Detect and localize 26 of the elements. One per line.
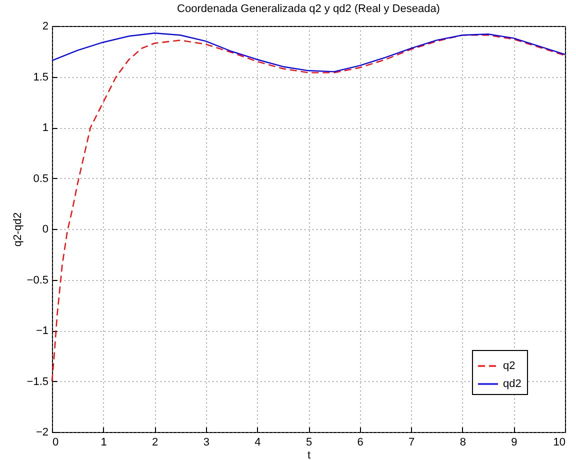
line-series [51, 32, 566, 72]
x-tick-label: 1 [100, 436, 107, 448]
x-tick-label: 0 [52, 436, 59, 448]
y-tick-label: 2 [42, 20, 48, 32]
legend-label: qd2 [503, 378, 522, 390]
x-tick-label: 3 [203, 436, 210, 448]
x-tick-label: 4 [254, 436, 261, 448]
y-tick-label: −1.5 [26, 376, 48, 388]
x-tick-label: 7 [408, 436, 415, 448]
x-tick-label: 5 [306, 436, 312, 448]
y-axis-title: q2-qd2 [12, 212, 24, 247]
x-tick-label: 9 [511, 436, 518, 448]
x-tick-label: 6 [357, 436, 364, 448]
y-tick-label: −1 [36, 325, 48, 337]
y-tick-label: 0.5 [33, 172, 48, 185]
x-tick-label: 8 [460, 436, 466, 448]
chart-title: Coordenada Generalizada q2 y qd2 (Real y Deseada) [177, 3, 440, 15]
x-axis-title: t [307, 450, 311, 460]
y-tick-label: 0 [42, 224, 48, 236]
y-tick-label: −0.5 [26, 274, 48, 286]
y-tick-label: −2 [36, 426, 48, 438]
x-tick-label: 2 [152, 436, 158, 448]
y-tick-label: 1.5 [33, 71, 48, 84]
legend-label: q2 [503, 360, 516, 372]
x-tick-label: 10 [553, 436, 566, 448]
y-tick-label: 1 [42, 122, 48, 134]
